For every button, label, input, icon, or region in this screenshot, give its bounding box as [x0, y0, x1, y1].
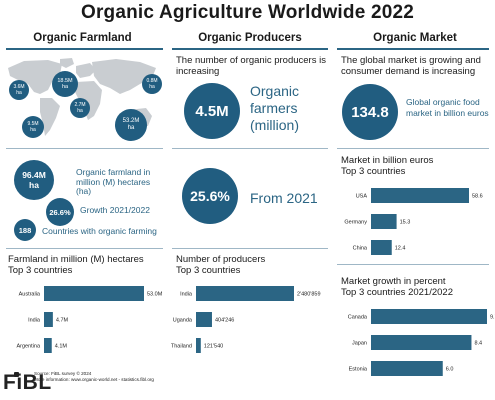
map-north-america — [8, 60, 62, 94]
producers-divider-1 — [172, 148, 328, 149]
logo-dot-icon — [14, 372, 19, 377]
value-label: 4.1M — [55, 344, 68, 350]
page-title: Organic Agriculture Worldwide 2022 — [80, 2, 415, 23]
map-asia — [92, 59, 156, 94]
producers-growth-label: From 2021 — [250, 190, 318, 206]
category-label: Argentina — [16, 344, 40, 350]
producers-chart-title: Number of producers — [176, 254, 266, 265]
farmland-bar-chart: Australia 53.0M India 4.7M Argentina 4.1M — [16, 286, 163, 353]
map-bubble-south-america: 9.5M ha — [22, 116, 44, 138]
map-south-america — [40, 98, 60, 136]
footer-more-info: More information: www.organic-world.net … — [34, 377, 154, 382]
map-bubble-north-america: 3.6M ha — [9, 80, 29, 100]
category-label: India — [180, 292, 193, 298]
producers-count-bubble: 4.5M — [184, 83, 240, 139]
bar — [371, 188, 469, 203]
producers-chart-subtitle: Top 3 countries — [176, 265, 241, 276]
farmland-chart-subtitle: Top 3 countries — [8, 265, 73, 276]
map-europe — [76, 63, 96, 78]
category-label: Estonia — [349, 367, 368, 373]
value-label: 404'246 — [215, 318, 234, 324]
map-bubble-europe: 18.5M ha — [52, 71, 78, 97]
category-label: China — [353, 246, 368, 252]
map-greenland — [60, 58, 74, 68]
bar — [371, 361, 443, 376]
bar — [371, 214, 397, 229]
value-label: 58.6 — [472, 194, 483, 200]
value-label: 121'540 — [204, 344, 223, 350]
map-bubble-africa: 2.7M ha — [70, 98, 90, 118]
map-africa — [74, 81, 102, 120]
countries-label: Countries with organic farming — [42, 226, 157, 236]
farmland-chart-title: Farmland in million (M) hectares — [8, 254, 144, 265]
market-intro: The global market is growing and consume… — [341, 55, 481, 77]
value-label: 4.7M — [56, 318, 69, 324]
bar — [371, 240, 392, 255]
market-chart-subtitle: Top 3 countries — [341, 166, 406, 177]
market-size-label: Global organic food market in billion eu… — [406, 97, 489, 118]
producers-heading: Organic Producers — [198, 32, 302, 44]
category-label: Australia — [19, 292, 41, 298]
producers-heading-rule — [172, 48, 328, 50]
farmland-total-label: Organic farmland in million (M) hectares… — [76, 167, 151, 196]
market-bar-chart: USA 58.6 Germany 15.3 China 12.4 — [344, 188, 483, 255]
bar — [44, 312, 53, 327]
category-label: Thailand — [171, 344, 192, 350]
farmland-heading: Organic Farmland — [33, 32, 132, 44]
growth-bar-chart: Canada 9.7 Japan 8.4 Estonia 6.0 — [348, 309, 495, 376]
value-label: 9.7 — [490, 315, 495, 321]
bar — [371, 335, 472, 350]
value-label: 8.4 — [474, 341, 482, 347]
producers-divider-2 — [172, 248, 328, 249]
market-size-bubble: 134.8 — [342, 84, 398, 140]
category-label: Uganda — [173, 318, 193, 324]
category-label: Japan — [352, 341, 367, 347]
bar — [196, 286, 294, 301]
value-label: 53.0M — [147, 292, 163, 298]
bar — [196, 312, 212, 327]
market-divider-2 — [337, 264, 489, 265]
producers-intro: The number of organic producers is incre… — [176, 55, 326, 77]
market-heading: Organic Market — [373, 32, 457, 44]
farmland-heading-rule — [6, 48, 163, 50]
footer-source: Source: FiBL survey © 2024 — [34, 371, 92, 376]
category-label: India — [28, 318, 41, 324]
value-label: 2'480'859 — [297, 292, 321, 298]
value-label: 6.0 — [446, 367, 454, 373]
market-chart-title: Market in billion euros — [341, 155, 434, 166]
producers-count-label: Organic farmers (million) — [250, 83, 300, 133]
bar — [196, 338, 201, 353]
farmland-growth-label: Growth 2021/2022 — [80, 205, 150, 215]
producers-growth-bubble: 25.6% — [182, 168, 238, 224]
growth-chart-subtitle: Top 3 countries 2021/2022 — [341, 287, 453, 298]
bar — [44, 286, 144, 301]
map-bubble-asia: 0.8M ha — [142, 74, 162, 94]
fibl-logo: FiBL — [3, 371, 52, 394]
farmland-divider-2 — [6, 248, 163, 249]
category-label: Germany — [344, 220, 367, 226]
farmland-growth-bubble: 26.6% — [46, 198, 74, 226]
value-label: 12.4 — [395, 246, 406, 252]
market-divider-1 — [337, 148, 489, 149]
farmland-divider-1 — [6, 148, 163, 149]
bar — [371, 309, 487, 324]
category-label: Canada — [348, 315, 368, 321]
countries-bubble: 188 — [14, 219, 36, 241]
producers-bar-chart: India 2'480'859 Uganda 404'246 Thailand 121'5… — [171, 286, 321, 353]
value-label: 15.3 — [400, 220, 411, 226]
farmland-total-bubble: 96.4M ha — [14, 160, 54, 200]
map-bubble-oceania: 53.2M ha — [115, 109, 147, 141]
category-label: USA — [356, 194, 368, 200]
market-heading-rule — [337, 48, 489, 50]
growth-chart-title: Market growth in percent — [341, 276, 446, 287]
bar — [44, 338, 52, 353]
